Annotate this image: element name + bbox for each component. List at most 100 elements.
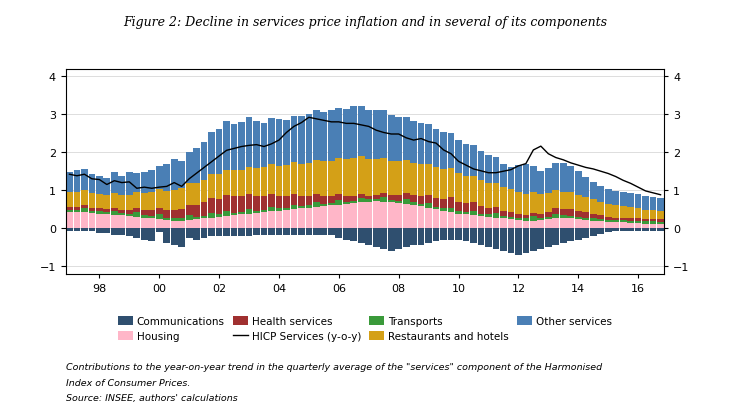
Bar bbox=[575, 220, 582, 229]
HICP Services (y-o-y) bbox=[596, 169, 605, 174]
Bar bbox=[590, 214, 596, 219]
Bar bbox=[463, 144, 469, 176]
Bar bbox=[201, 219, 207, 229]
Bar bbox=[575, 172, 582, 195]
Bar bbox=[627, 229, 634, 231]
Bar bbox=[553, 229, 559, 246]
Bar bbox=[201, 142, 207, 180]
Bar bbox=[186, 220, 193, 229]
Bar bbox=[208, 175, 215, 198]
Bar bbox=[171, 210, 177, 219]
Bar bbox=[186, 205, 193, 216]
Bar bbox=[283, 121, 290, 166]
Bar bbox=[336, 109, 342, 158]
Bar bbox=[447, 229, 454, 240]
Bar bbox=[426, 164, 432, 195]
Bar bbox=[268, 165, 274, 195]
Bar bbox=[261, 210, 267, 213]
Bar bbox=[523, 229, 529, 253]
Bar bbox=[553, 214, 559, 219]
Bar bbox=[148, 229, 155, 242]
Bar bbox=[164, 220, 170, 229]
Bar bbox=[164, 191, 170, 210]
Bar bbox=[171, 160, 177, 191]
Bar bbox=[81, 191, 88, 205]
Bar bbox=[507, 229, 514, 253]
Bar bbox=[291, 205, 297, 210]
Bar bbox=[537, 214, 544, 218]
Bar bbox=[216, 199, 223, 215]
Bar bbox=[66, 193, 73, 207]
Bar bbox=[171, 221, 177, 229]
Bar bbox=[612, 229, 619, 231]
Bar bbox=[193, 149, 200, 183]
Bar bbox=[530, 193, 537, 213]
Bar bbox=[620, 229, 626, 231]
Bar bbox=[396, 117, 402, 162]
Bar bbox=[306, 229, 312, 236]
Bar bbox=[620, 192, 626, 207]
Bar bbox=[223, 195, 230, 212]
Bar bbox=[456, 202, 462, 212]
Bar bbox=[463, 229, 469, 242]
Bar bbox=[193, 183, 200, 205]
Bar bbox=[410, 203, 417, 205]
Bar bbox=[291, 210, 297, 229]
Bar bbox=[426, 204, 432, 208]
Bar bbox=[612, 220, 619, 223]
Bar bbox=[111, 216, 118, 229]
Bar bbox=[104, 195, 110, 210]
Bar bbox=[456, 214, 462, 229]
Bar bbox=[493, 183, 499, 207]
Bar bbox=[620, 220, 626, 223]
Bar bbox=[553, 164, 559, 191]
Bar bbox=[88, 213, 95, 229]
Bar bbox=[583, 198, 589, 213]
Bar bbox=[291, 229, 297, 236]
Bar bbox=[657, 225, 664, 229]
Bar bbox=[477, 216, 484, 229]
Bar bbox=[66, 229, 73, 231]
Bar bbox=[650, 219, 656, 222]
Bar bbox=[627, 221, 634, 223]
Bar bbox=[418, 197, 424, 204]
Bar bbox=[426, 229, 432, 244]
Bar bbox=[66, 210, 73, 213]
Bar bbox=[88, 194, 95, 208]
Bar bbox=[96, 209, 103, 212]
Bar bbox=[276, 119, 283, 166]
Bar bbox=[328, 161, 334, 197]
Bar bbox=[650, 224, 656, 229]
Bar bbox=[141, 194, 147, 210]
Bar bbox=[81, 170, 88, 191]
Bar bbox=[81, 205, 88, 208]
Bar bbox=[343, 160, 350, 197]
Bar bbox=[493, 218, 499, 229]
Bar bbox=[373, 199, 380, 201]
Bar bbox=[66, 172, 73, 193]
Bar bbox=[433, 229, 439, 242]
Bar bbox=[366, 160, 372, 197]
Bar bbox=[433, 198, 439, 207]
Bar bbox=[141, 218, 147, 229]
Bar bbox=[268, 229, 274, 236]
Bar bbox=[201, 180, 207, 203]
Bar bbox=[500, 216, 507, 219]
Bar bbox=[537, 195, 544, 214]
Bar bbox=[500, 188, 507, 211]
Bar bbox=[246, 210, 253, 214]
Bar bbox=[74, 207, 80, 210]
Bar bbox=[148, 216, 155, 219]
Bar bbox=[410, 196, 417, 203]
Bar bbox=[231, 229, 237, 236]
Bar bbox=[208, 218, 215, 229]
Bar bbox=[96, 212, 103, 214]
Bar bbox=[597, 220, 604, 222]
Bar bbox=[66, 213, 73, 229]
Bar bbox=[291, 195, 297, 205]
Bar bbox=[96, 214, 103, 229]
Bar bbox=[463, 213, 469, 215]
Bar bbox=[276, 197, 283, 209]
Bar bbox=[403, 200, 410, 204]
Bar bbox=[201, 229, 207, 238]
